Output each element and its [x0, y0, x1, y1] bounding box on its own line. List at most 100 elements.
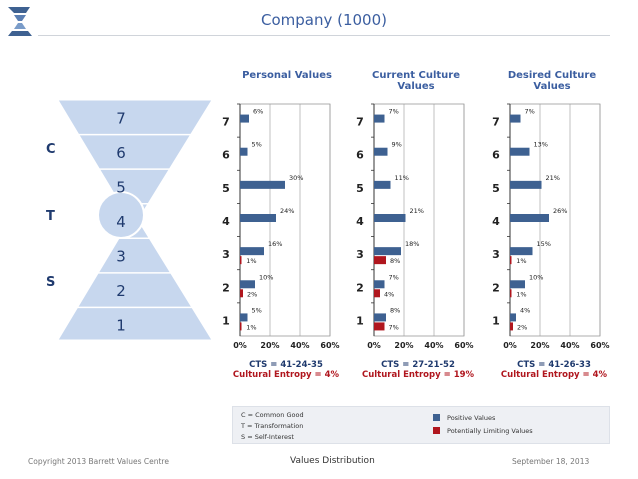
entropy-current: Cultural Entropy = 19% [361, 370, 475, 380]
data-label-positive: 7% [389, 273, 399, 281]
data-label-positive: 5% [252, 306, 262, 314]
data-label-positive: 9% [392, 141, 402, 149]
entropy-personal: Cultural Entropy = 4% [232, 370, 340, 380]
bar-positive [510, 313, 516, 322]
y-tick-label: 1 [492, 314, 500, 327]
data-label-positive: 24% [280, 207, 294, 215]
y-tick-label: 7 [222, 116, 230, 129]
bar-limiting [374, 256, 386, 265]
y-tick-label: 3 [356, 248, 364, 261]
bar-positive [374, 180, 391, 189]
side-label-s: S [46, 275, 55, 290]
legend-abbrev-s: S = Self-Interest [241, 433, 294, 441]
bar-positive [510, 280, 525, 289]
title-bar: Company (1000) [38, 6, 610, 36]
chart-title-desired: Desired Culture Values [507, 70, 597, 92]
y-tick-label: 3 [492, 248, 500, 261]
data-label-limiting: 4% [384, 290, 394, 298]
bar-positive [240, 114, 249, 123]
side-label-c: C [46, 142, 56, 157]
data-label-positive: 16% [268, 240, 282, 248]
data-label-limiting: 1% [246, 323, 256, 331]
bar-limiting [374, 289, 380, 298]
chart-title-current: Current Culture Values [372, 70, 460, 92]
y-tick-label: 7 [356, 116, 364, 129]
bar-positive [374, 214, 406, 222]
data-label-positive: 30% [289, 174, 303, 182]
y-tick-label: 4 [492, 215, 500, 228]
bar-positive [510, 247, 533, 256]
y-tick-label: 5 [356, 182, 364, 195]
x-tick-label: 60% [320, 341, 339, 350]
hourglass-diagram: 7 6 5 4 3 2 1 C T S [34, 99, 224, 341]
y-tick-label: 2 [492, 281, 500, 294]
y-tick-label: 5 [222, 182, 230, 195]
data-label-limiting: 2% [247, 290, 257, 298]
x-tick-label: 40% [560, 341, 579, 350]
y-tick-label: 1 [356, 314, 364, 327]
data-label-positive: 15% [537, 240, 551, 248]
data-label-positive: 13% [534, 141, 548, 149]
bar-positive [510, 114, 521, 123]
data-label-positive: 10% [529, 273, 543, 281]
y-tick-label: 2 [222, 281, 230, 294]
y-tick-label: 4 [222, 215, 230, 228]
hourglass-level-6: 6 [116, 144, 126, 162]
bar-positive [510, 180, 542, 189]
desired-culture-chart: 0% 20% 40% 60%77%613%521%426%315%1%210%1%14… [492, 103, 610, 350]
hourglass-level-3: 3 [116, 248, 126, 266]
bar-positive [374, 280, 385, 289]
bar-positive [240, 280, 255, 289]
bar-positive [374, 247, 401, 256]
bar-positive [240, 247, 264, 256]
bar-positive [240, 147, 248, 156]
legend-swatch-positive [433, 414, 440, 421]
hourglass-level-5: 5 [116, 178, 126, 196]
x-tick-label: 0% [233, 341, 247, 350]
x-tick-label: 60% [590, 341, 609, 350]
data-label-positive: 10% [259, 273, 273, 281]
data-label-positive: 21% [546, 174, 560, 182]
data-label-positive: 7% [525, 108, 535, 116]
bar-limiting [240, 289, 243, 298]
bar-limiting [374, 322, 385, 331]
barrett-logo-icon [8, 7, 32, 36]
data-label-positive: 26% [553, 207, 567, 215]
page-title: Company (1000) [260, 11, 387, 29]
x-tick-label: 0% [367, 341, 381, 350]
data-label-limiting: 8% [390, 257, 400, 265]
legend-abbrev-c: C = Common Good [241, 411, 304, 419]
legend-swatch-limiting [433, 427, 440, 434]
x-tick-label: 20% [260, 341, 279, 350]
data-label-positive: 6% [253, 108, 263, 116]
data-label-positive: 7% [389, 108, 399, 116]
y-tick-label: 6 [492, 149, 500, 162]
legend-abbrev-t: T = Transformation [241, 422, 304, 430]
y-tick-label: 2 [356, 281, 364, 294]
footer-copyright: Copyright 2013 Barrett Values Centre [28, 457, 169, 466]
legend-label-positive: Positive Values [447, 414, 496, 422]
x-tick-label: 20% [394, 341, 413, 350]
legend-box: C = Common Good T = Transformation S = S… [232, 406, 610, 444]
x-tick-label: 0% [503, 341, 517, 350]
footer-date: September 18, 2013 [512, 457, 590, 466]
bar-limiting [510, 256, 512, 265]
data-label-limiting: 2% [517, 323, 527, 331]
footer-title: Values Distribution [290, 456, 375, 466]
bar-positive [240, 180, 285, 189]
hourglass-level-1: 1 [116, 317, 126, 335]
data-label-positive: 21% [410, 207, 424, 215]
bar-positive [240, 214, 276, 222]
chart-title-personal: Personal Values [242, 70, 332, 81]
data-label-positive: 4% [520, 306, 530, 314]
bar-positive [374, 147, 388, 156]
bar-positive [240, 313, 248, 322]
bar-limiting [240, 322, 242, 331]
hourglass-center-circle [97, 191, 145, 239]
personal-values-chart: 0% 20% 40% 60% 7 6% 6 5% 5 30% 4 24% 3 16% 1% 2 10% 2% 1 5%… [222, 103, 340, 350]
y-tick-label: 1 [222, 314, 230, 327]
legend-label-limiting: Potentially Limiting Values [447, 427, 533, 435]
data-label-positive: 18% [405, 240, 419, 248]
data-label-positive: 5% [252, 141, 262, 149]
entropy-desired: Cultural Entropy = 4% [500, 370, 608, 380]
